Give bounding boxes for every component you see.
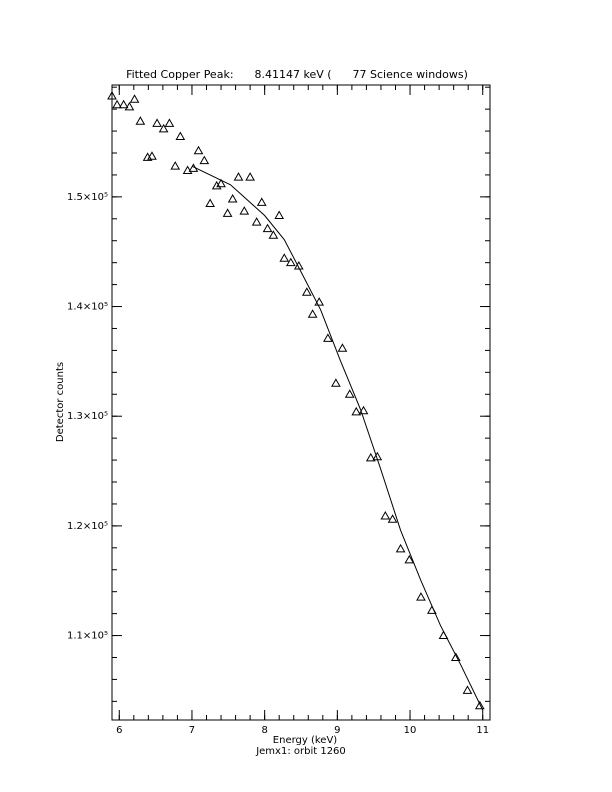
data-point <box>293 260 304 270</box>
data-point <box>395 543 406 553</box>
data-point <box>107 90 117 100</box>
data-point <box>147 151 157 160</box>
data-point <box>222 208 233 217</box>
y-tick-label: 1.4×10⁵ <box>67 302 108 313</box>
data-point <box>245 172 255 181</box>
data-point <box>462 685 473 694</box>
subtitle: Jemx1: orbit 1260 <box>255 746 346 757</box>
data-point <box>211 180 222 190</box>
data-point <box>205 198 215 207</box>
data-point <box>256 197 267 206</box>
y-tick-label: 1.3×10⁵ <box>67 411 108 422</box>
data-point <box>158 123 169 133</box>
data-point <box>337 343 348 352</box>
data-point <box>416 592 426 601</box>
data-point <box>331 378 341 387</box>
data-point <box>380 511 391 520</box>
x-tick-label: 10 <box>404 725 417 736</box>
data-point <box>351 406 362 416</box>
data-point <box>450 652 461 661</box>
plot-frame <box>111 84 491 721</box>
data-point <box>474 700 485 710</box>
data-point <box>199 155 210 165</box>
data-point <box>365 452 376 462</box>
y-tick-label: 1.1×10⁵ <box>67 631 108 642</box>
data-point <box>404 554 415 564</box>
x-tick-label: 6 <box>116 725 122 736</box>
data-point <box>262 223 273 233</box>
data-point <box>216 178 226 188</box>
data-point <box>307 309 318 318</box>
data-point <box>251 217 262 226</box>
data-point <box>129 94 140 103</box>
data-point <box>170 161 181 170</box>
data-point <box>268 230 279 239</box>
data-point <box>175 131 186 141</box>
data-point <box>152 118 162 127</box>
data-point <box>301 287 312 296</box>
x-tick-label: 7 <box>189 725 195 736</box>
data-point <box>285 257 296 267</box>
data-point <box>227 194 238 203</box>
data-point <box>118 99 129 109</box>
data-point <box>193 145 204 155</box>
x-axis-label: Energy (keV) <box>273 735 338 746</box>
data-point <box>112 99 122 109</box>
data-point <box>239 206 250 215</box>
y-tick-label: 1.2×10⁵ <box>67 521 108 532</box>
data-point <box>274 210 285 220</box>
x-tick-label: 8 <box>261 725 267 736</box>
data-point <box>233 172 244 181</box>
y-axis-label: Detector counts <box>55 362 66 442</box>
data-point <box>279 253 290 262</box>
y-tick-label: 1.5×10⁵ <box>67 192 108 203</box>
chart-title: Fitted Copper Peak: 8.41147 keV ( 77 Sci… <box>126 68 468 81</box>
data-point <box>387 514 398 523</box>
data-point <box>314 297 325 306</box>
data-point <box>164 118 175 127</box>
fit-line <box>191 165 484 711</box>
data-point <box>344 389 355 398</box>
data-point <box>135 116 146 125</box>
x-tick-label: 9 <box>334 725 340 736</box>
data-point <box>358 405 369 415</box>
data-point <box>323 333 333 342</box>
x-tick-label: 11 <box>476 725 489 736</box>
data-point <box>124 101 135 111</box>
